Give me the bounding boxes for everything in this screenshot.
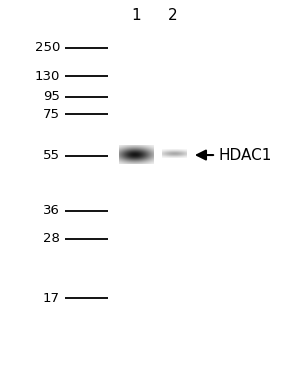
Text: 75: 75: [43, 108, 60, 120]
Text: 95: 95: [43, 90, 60, 103]
Text: 17: 17: [43, 292, 60, 305]
Text: 36: 36: [43, 204, 60, 217]
Text: 130: 130: [34, 70, 60, 82]
Text: 1: 1: [132, 8, 141, 23]
Text: HDAC1: HDAC1: [219, 147, 272, 163]
Text: 250: 250: [34, 41, 60, 54]
Text: 28: 28: [43, 232, 60, 245]
Text: 55: 55: [43, 149, 60, 162]
Text: 2: 2: [168, 8, 177, 23]
